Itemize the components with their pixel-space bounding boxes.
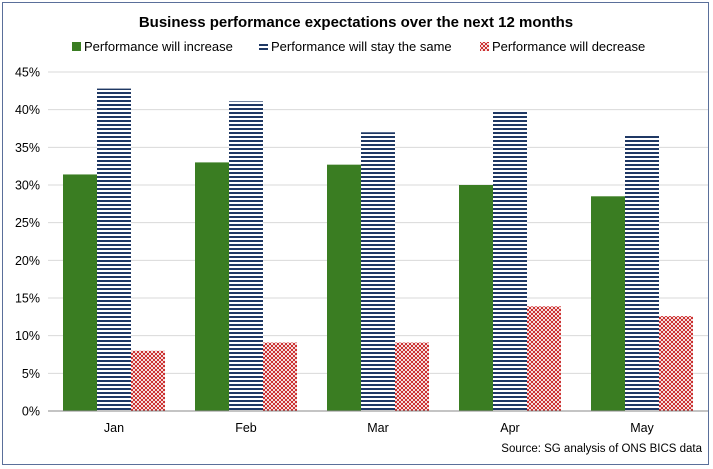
bar-increase: [459, 185, 493, 411]
bar-same: [229, 101, 263, 411]
bar-increase: [63, 174, 97, 411]
bar-increase: [195, 162, 229, 411]
y-tick-label: 0%: [22, 405, 40, 419]
bar-decrease: [131, 350, 165, 411]
legend-swatch-same: [259, 42, 268, 51]
bar-decrease: [527, 306, 561, 411]
y-tick-label: 45%: [15, 66, 40, 80]
legend-label-decrease: Performance will decrease: [492, 39, 645, 54]
bar-decrease: [395, 342, 429, 411]
bar-decrease: [659, 316, 693, 411]
y-tick-label: 15%: [15, 292, 40, 306]
bar-same: [493, 111, 527, 411]
y-tick-label: 30%: [15, 179, 40, 193]
y-tick-label: 20%: [15, 254, 40, 268]
x-tick-label: Mar: [367, 421, 389, 435]
legend-swatch-increase: [72, 42, 81, 51]
x-tick-label: Feb: [235, 421, 257, 435]
bar-same: [361, 132, 395, 411]
bars: [63, 88, 693, 411]
y-tick-label: 10%: [15, 329, 40, 343]
y-axis-ticks: 0% 5% 10% 15% 20% 25% 30% 35% 40% 45%: [15, 66, 40, 419]
legend-label-same: Performance will stay the same: [271, 39, 452, 54]
bar-decrease: [263, 342, 297, 411]
bar-same: [625, 135, 659, 411]
bar-same: [97, 88, 131, 411]
y-tick-label: 35%: [15, 141, 40, 155]
x-tick-label: Apr: [500, 421, 519, 435]
source-note: Source: SG analysis of ONS BICS data: [501, 443, 702, 455]
bar-increase: [591, 196, 625, 411]
y-tick-label: 40%: [15, 103, 40, 117]
bar-increase: [327, 164, 361, 411]
x-axis-ticks: Jan Feb Mar Apr May: [104, 421, 655, 435]
legend-label-increase: Performance will increase: [84, 39, 233, 54]
y-tick-label: 5%: [22, 367, 40, 381]
x-tick-label: May: [630, 421, 654, 435]
legend: Performance will increase Performance wi…: [72, 39, 645, 54]
chart-title: Business performance expectations over t…: [139, 14, 573, 31]
x-tick-label: Jan: [104, 421, 124, 435]
y-tick-label: 25%: [15, 216, 40, 230]
legend-swatch-decrease: [480, 42, 489, 51]
